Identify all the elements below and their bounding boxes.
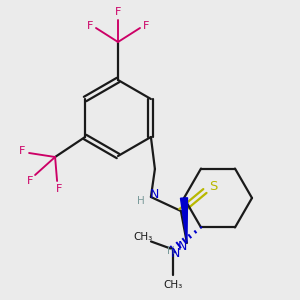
Text: CH₃: CH₃	[134, 232, 153, 242]
Text: F: F	[115, 7, 121, 17]
Text: N: N	[178, 239, 188, 253]
Text: S: S	[209, 181, 217, 194]
Polygon shape	[181, 198, 188, 243]
Text: CH₃: CH₃	[164, 280, 183, 290]
Text: F: F	[87, 21, 93, 31]
Text: H: H	[167, 246, 175, 256]
Text: F: F	[27, 176, 33, 186]
Text: N: N	[150, 188, 160, 202]
Text: N: N	[170, 247, 180, 260]
Text: H: H	[137, 196, 145, 206]
Text: F: F	[19, 146, 25, 156]
Text: F: F	[56, 184, 62, 194]
Text: F: F	[143, 21, 149, 31]
